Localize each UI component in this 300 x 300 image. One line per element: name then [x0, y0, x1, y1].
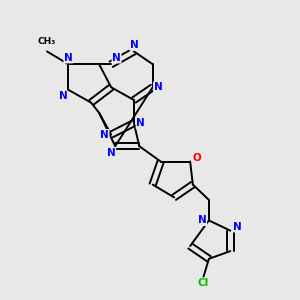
Text: N: N	[198, 215, 207, 225]
Text: O: O	[193, 153, 201, 163]
Text: Cl: Cl	[198, 278, 209, 288]
Text: N: N	[130, 40, 138, 50]
Text: N: N	[232, 222, 242, 232]
Text: N: N	[136, 118, 145, 128]
Text: N: N	[100, 130, 109, 140]
Text: N: N	[58, 91, 68, 101]
Text: N: N	[154, 82, 162, 92]
Text: N: N	[112, 53, 121, 63]
Text: N: N	[64, 53, 73, 63]
Text: CH₃: CH₃	[38, 37, 56, 46]
Text: N: N	[107, 148, 116, 158]
